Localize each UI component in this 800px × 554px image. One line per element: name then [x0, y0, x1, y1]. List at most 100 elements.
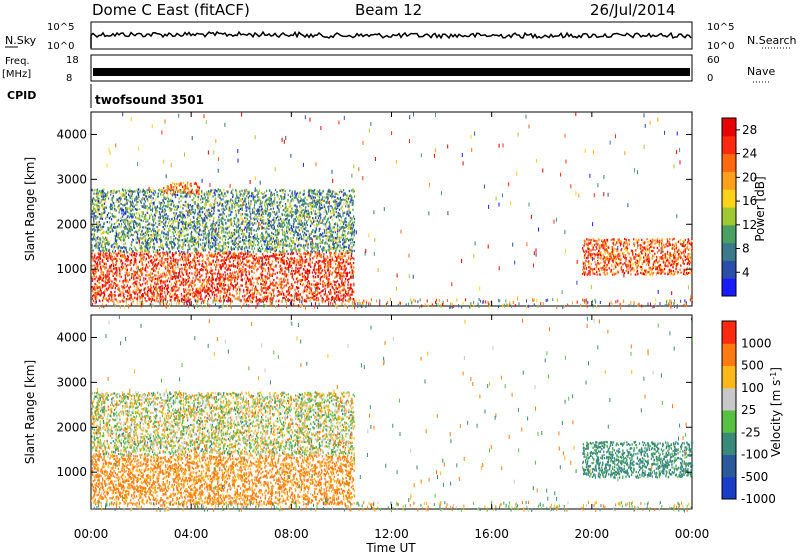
data-point — [280, 243, 282, 246]
data-point — [223, 243, 225, 246]
data-point — [255, 213, 257, 216]
data-point — [328, 271, 330, 274]
data-point — [295, 298, 298, 301]
data-point — [185, 278, 187, 282]
data-point — [241, 256, 243, 259]
data-point — [101, 279, 103, 282]
data-point — [118, 275, 121, 278]
data-point — [194, 202, 196, 206]
data-point — [95, 298, 97, 301]
data-point — [239, 262, 241, 266]
data-point — [285, 272, 287, 276]
data-point — [226, 290, 229, 293]
data-point — [298, 251, 300, 254]
data-point — [273, 253, 275, 256]
data-point — [262, 192, 264, 196]
data-point — [318, 282, 320, 285]
data-point — [262, 222, 264, 225]
data-point — [281, 287, 283, 290]
data-point — [278, 283, 280, 287]
data-point — [348, 255, 350, 258]
data-point — [344, 253, 346, 256]
data-point — [201, 197, 203, 200]
data-point — [318, 204, 321, 207]
data-point — [105, 206, 107, 209]
data-point — [212, 278, 215, 281]
data-point — [320, 255, 323, 258]
data-point — [259, 205, 261, 208]
data-point — [149, 234, 152, 237]
data-point — [226, 255, 229, 258]
data-point — [329, 190, 332, 193]
data-point — [114, 277, 116, 280]
data-point — [283, 292, 285, 295]
data-point — [304, 261, 306, 264]
data-point — [295, 261, 297, 264]
data-point — [110, 265, 112, 268]
data-point — [126, 232, 128, 235]
data-point — [353, 271, 355, 274]
data-point — [156, 274, 158, 277]
data-point — [269, 246, 271, 249]
data-point — [202, 259, 204, 262]
freq-trace — [93, 68, 690, 76]
data-point — [176, 247, 179, 250]
data-point — [177, 289, 179, 292]
data-point — [337, 295, 340, 298]
data-point — [284, 279, 287, 282]
data-point — [213, 253, 215, 257]
data-point — [340, 298, 342, 301]
data-point — [94, 288, 96, 291]
data-point — [135, 292, 137, 295]
data-point — [348, 257, 350, 260]
data-point — [304, 277, 306, 281]
data-point — [306, 288, 308, 291]
data-point — [140, 296, 142, 299]
data-point — [214, 197, 217, 200]
data-point — [269, 255, 271, 258]
data-point — [343, 286, 345, 289]
data-point — [349, 288, 351, 291]
data-point — [187, 298, 189, 301]
data-point — [165, 296, 167, 299]
data-point — [187, 254, 189, 257]
data-point — [99, 288, 102, 291]
data-point — [158, 252, 160, 255]
data-point — [91, 209, 94, 213]
data-point — [304, 231, 306, 234]
data-point — [98, 249, 100, 252]
data-point — [246, 292, 249, 295]
data-point — [133, 277, 135, 281]
data-point — [256, 220, 259, 223]
data-point — [285, 275, 287, 278]
data-point — [330, 292, 332, 295]
data-point — [253, 229, 255, 232]
data-point — [223, 252, 225, 256]
data-point — [245, 271, 247, 274]
data-point — [242, 288, 245, 292]
data-point — [147, 223, 149, 227]
data-point — [158, 286, 160, 289]
data-point — [137, 287, 139, 290]
data-point — [284, 274, 286, 277]
data-point — [244, 253, 246, 256]
data-point — [129, 253, 131, 256]
data-point — [99, 275, 101, 278]
data-point — [153, 266, 155, 269]
data-point — [285, 241, 287, 244]
data-point — [182, 217, 184, 220]
data-point — [272, 244, 274, 247]
data-point — [176, 276, 178, 279]
data-point — [148, 190, 151, 193]
data-point — [337, 266, 339, 269]
data-point — [93, 269, 95, 272]
data-point — [293, 260, 296, 263]
data-point — [98, 299, 101, 302]
data-point — [126, 251, 128, 254]
data-point — [205, 262, 207, 265]
data-point — [338, 283, 340, 287]
data-point — [214, 253, 216, 256]
data-point — [225, 236, 227, 239]
data-point — [228, 299, 230, 302]
data-point — [237, 236, 239, 239]
